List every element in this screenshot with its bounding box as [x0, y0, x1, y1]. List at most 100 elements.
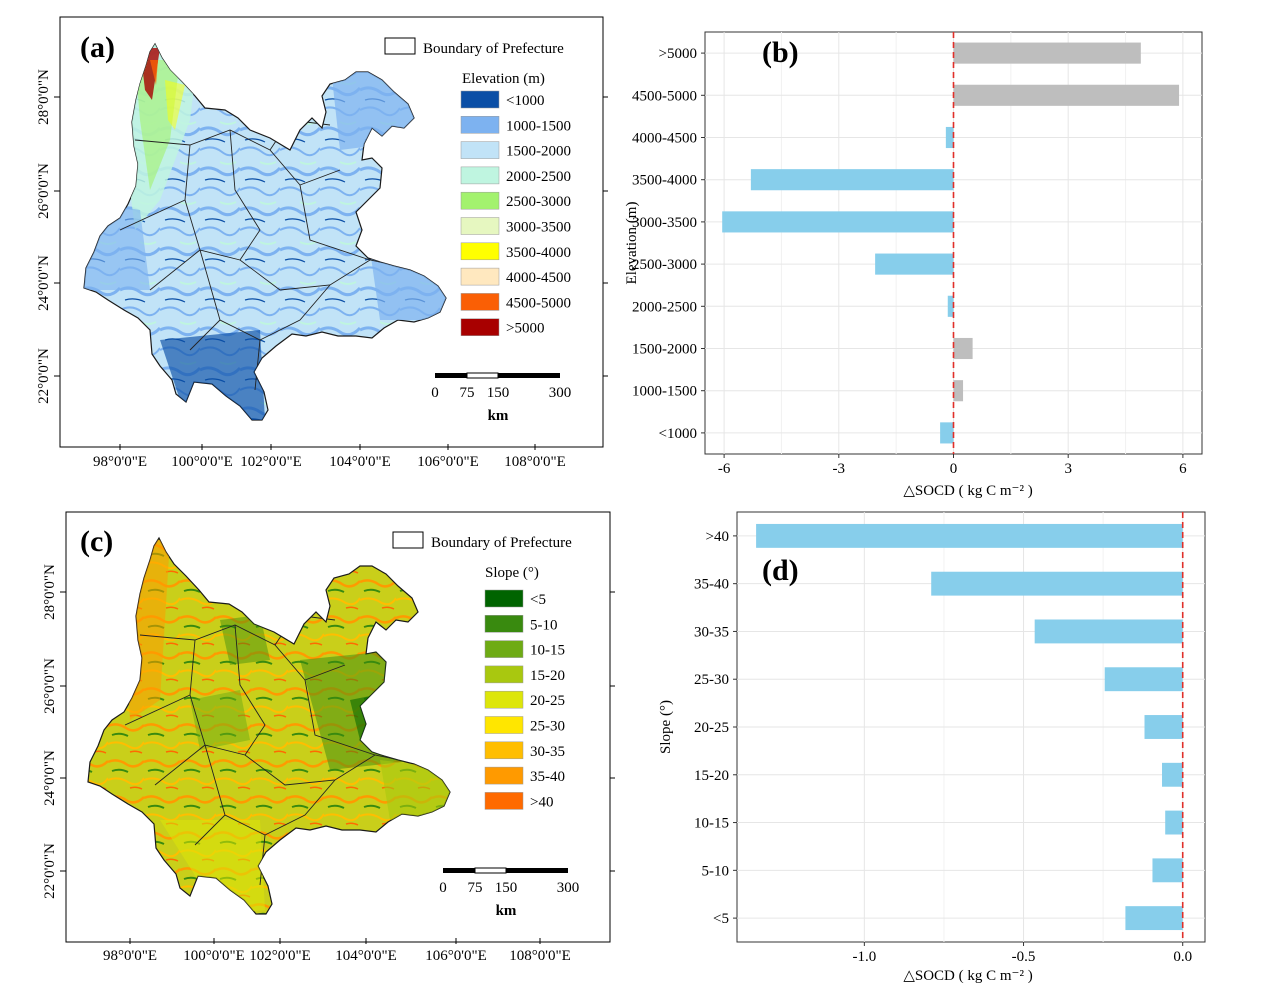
x-tick-label: -0.5 — [1012, 949, 1036, 965]
scalebar-c-tick-150: 150 — [495, 880, 518, 896]
lat-label: 26°0'0"N — [36, 163, 52, 219]
slope-legend-label: <5 — [530, 592, 546, 608]
y-tick-label: 4000-4500 — [632, 131, 697, 147]
elevation-legend-label: >5000 — [506, 321, 544, 337]
scalebar-a-tick-0: 0 — [431, 385, 439, 401]
elevation-legend-label: 3000-3500 — [506, 220, 571, 236]
chart-d-bars — [756, 523, 1183, 931]
bar-1000-1500 — [953, 380, 964, 402]
y-tick-label: <5 — [713, 911, 729, 927]
slope-legend-label: 35-40 — [530, 769, 565, 785]
lat-label: 22°0'0"N — [36, 348, 52, 404]
panel-a-graticule: 98°0'0"E 100°0'0"E 102°0'0"E 104°0'0"E 106°0… — [36, 69, 608, 470]
elevation-legend-label: 2000-2500 — [506, 169, 571, 185]
bar-1500-2000 — [953, 337, 973, 360]
elevation-legend-label: <1000 — [506, 93, 544, 109]
bar-5-10 — [1152, 858, 1183, 883]
y-tick-label: 4500-5000 — [632, 88, 697, 104]
y-tick-label: 10-15 — [694, 816, 729, 832]
bar-2500-3000 — [875, 253, 954, 275]
lon-label: 102°0'0"E — [240, 454, 302, 470]
elevation-highlands — [84, 44, 446, 420]
slope-legend-swatch — [484, 792, 524, 810]
elevation-legend-items: <1000 1000-1500 1500-2000 2000-2500 2500-300… — [460, 90, 571, 337]
elevation-legend-swatch — [460, 242, 500, 261]
boundary-legend-swatch-c — [392, 531, 424, 549]
elevation-legend-label: 4000-4500 — [506, 270, 571, 286]
x-tick-label: 0 — [950, 461, 958, 477]
slope-legend-swatch — [484, 640, 524, 658]
lon-label: 106°0'0"E — [417, 454, 479, 470]
slope-legend-label: 5-10 — [530, 617, 558, 633]
slope-legend-label: 20-25 — [530, 693, 565, 709]
slope-legend-swatch — [484, 690, 524, 709]
bar-4500-5000 — [953, 84, 1180, 106]
x-tick-label: 6 — [1179, 461, 1187, 477]
scalebar-c-tick-300: 300 — [557, 880, 580, 896]
elevation-legend-label: 2500-3000 — [506, 194, 571, 210]
elevation-legend-swatch — [460, 217, 500, 235]
elevation-legend-swatch — [460, 90, 500, 109]
chart-d-x-axis-title: △SOCD ( kg C m⁻² ) — [903, 968, 1032, 984]
y-tick-label: 2500-3000 — [632, 257, 697, 273]
elevation-legend-label: 3500-4000 — [506, 245, 571, 261]
elevation-legend-swatch — [460, 116, 500, 134]
elevation-legend-title: Elevation (m) — [462, 71, 545, 87]
elevation-legend-swatch — [460, 191, 500, 210]
chart-b-x-axis-title: △SOCD ( kg C m⁻² ) — [903, 483, 1032, 499]
x-tick-label: -3 — [833, 461, 846, 477]
chart-d: <55-1010-1515-2020-2525-3030-3535-40>40 … — [658, 511, 1206, 984]
elevation-legend-label: 1000-1500 — [506, 118, 571, 134]
slope-legend-label: >40 — [530, 794, 553, 810]
y-tick-label: 5-10 — [702, 863, 730, 879]
bar-<1000 — [940, 422, 954, 444]
panel-b-letter: (b) — [762, 36, 799, 69]
boundary-legend-swatch — [384, 37, 416, 55]
lon-label: 100°0'0"E — [183, 948, 245, 964]
y-tick-label: 3500-4000 — [632, 173, 697, 189]
lat-label: 24°0'0"N — [36, 255, 52, 311]
bar->40 — [756, 523, 1183, 548]
elevation-legend-swatch — [460, 318, 500, 336]
bar-30-35 — [1034, 619, 1183, 644]
y-tick-label: <1000 — [659, 426, 697, 442]
elevation-legend-label: 4500-5000 — [506, 295, 571, 311]
bar-20-25 — [1144, 715, 1183, 739]
bar-3000-3500 — [722, 211, 954, 233]
elevation-legend-swatch — [460, 293, 500, 311]
chart-b-bars — [722, 42, 1180, 444]
scalebar-c-tick-75: 75 — [468, 880, 483, 896]
scalebar-a-tick-300: 300 — [549, 385, 572, 401]
y-tick-label: 1500-2000 — [632, 342, 697, 358]
chart-b-x-tick-labels: -6 -3 0 3 6 — [718, 454, 1187, 477]
bar-<5 — [1125, 906, 1183, 931]
y-tick-label: 1000-1500 — [632, 384, 697, 400]
lat-label: 22°0'0"N — [42, 843, 58, 899]
bar->5000 — [953, 42, 1141, 64]
slope-legend-items: <5 5-10 10-15 15-20 20-25 25-30 30-35 35-40 >40 — [484, 589, 565, 810]
chart-b: <1000 1000-1500 1500-2000 2000-2500 2500-300… — [624, 31, 1203, 499]
slope-legend-label: 25-30 — [530, 719, 565, 735]
y-tick-label: >40 — [706, 529, 729, 545]
panel-c-graticule: 98°0'0"E 100°0'0"E 102°0'0"E 104°0'0"E 106°0… — [42, 564, 615, 964]
chart-b-y-axis-title: Elevation (m) — [624, 202, 640, 285]
panel-d-letter: (d) — [762, 554, 799, 587]
bar-15-20 — [1162, 762, 1183, 787]
elevation-legend-label: 1500-2000 — [506, 144, 571, 160]
y-tick-label: 15-20 — [694, 768, 729, 784]
x-tick-label: 0.0 — [1173, 949, 1192, 965]
slope-legend-swatch — [484, 766, 524, 785]
scalebar-a-tick-150: 150 — [487, 385, 510, 401]
slope-legend-label: 30-35 — [530, 744, 565, 760]
chart-d-y-tick-labels: <5 5-10 10-15 15-20 20-25 25-30 30-35 35-40 >40 — [694, 529, 737, 927]
chart-d-y-axis-title: Slope (°) — [658, 700, 674, 754]
elevation-legend-swatch — [460, 141, 500, 159]
y-tick-label: 2000-2500 — [632, 299, 697, 315]
scalebar-c-tick-0: 0 — [439, 880, 447, 896]
bar-3500-4000 — [750, 169, 954, 191]
y-tick-label: 3000-3500 — [632, 215, 697, 231]
panel-a-map: (a) — [36, 16, 608, 470]
lon-label: 108°0'0"E — [504, 454, 566, 470]
bar-2000-2500 — [947, 295, 954, 317]
